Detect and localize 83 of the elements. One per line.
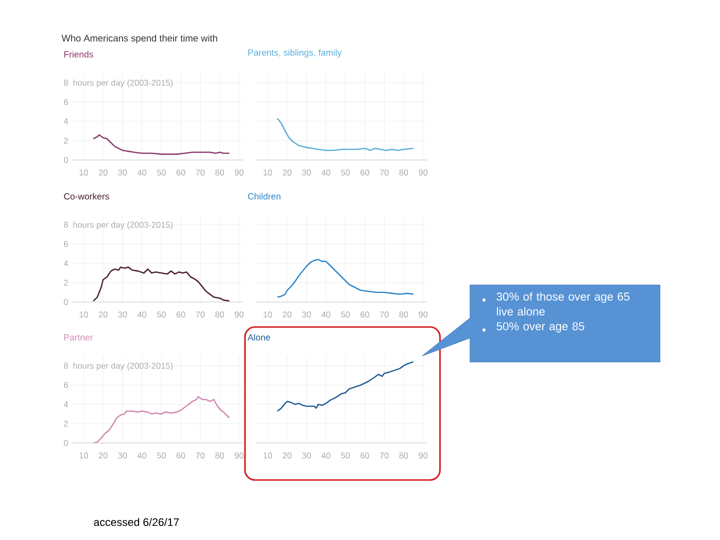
chart-subtitle: Co-workers bbox=[64, 192, 110, 200]
x-tick-label: 50 bbox=[157, 452, 166, 458]
x-tick-label: 50 bbox=[157, 312, 166, 318]
y-tick-label: 0 bbox=[64, 157, 68, 163]
x-tick-label: 80 bbox=[399, 452, 408, 458]
x-tick-label: 20 bbox=[282, 170, 292, 176]
x-tick-label: 90 bbox=[234, 452, 244, 458]
x-tick-label: 10 bbox=[264, 452, 272, 458]
y-tick-label: 6 bbox=[64, 382, 68, 388]
x-tick-label: 80 bbox=[399, 312, 408, 318]
chart-subtitle: Parents, siblings, family bbox=[248, 49, 342, 58]
y-axis-title: hours per day (2003-2015) bbox=[73, 222, 173, 230]
y-tick-label: 2 bbox=[64, 138, 68, 144]
chart-title: Who Americans spend their time with bbox=[62, 34, 218, 44]
x-tick-label: 30 bbox=[302, 452, 311, 458]
x-tick-label: 90 bbox=[234, 312, 244, 318]
x-tick-label: 80 bbox=[215, 170, 224, 176]
line-series bbox=[92, 266, 230, 302]
x-tick-label: 90 bbox=[418, 312, 428, 318]
y-tick-label: 6 bbox=[64, 99, 68, 105]
x-tick-label: 30 bbox=[118, 170, 127, 176]
x-tick-label: 50 bbox=[341, 170, 350, 176]
x-tick-label: 30 bbox=[118, 452, 127, 458]
x-tick-label: 20 bbox=[98, 312, 108, 318]
chart-subtitle: Partner bbox=[64, 334, 93, 341]
x-tick-label: 50 bbox=[341, 452, 350, 458]
x-tick-label: 40 bbox=[137, 312, 146, 318]
text: 30% of those over age 65 live alone bbox=[496, 292, 630, 316]
x-tick-label: 70 bbox=[196, 312, 205, 318]
x-tick-label: 40 bbox=[321, 452, 330, 458]
x-tick-label: 10 bbox=[264, 170, 272, 176]
x-tick-label: 60 bbox=[176, 312, 186, 318]
x-tick-label: 70 bbox=[196, 452, 205, 458]
y-tick-label: 0 bbox=[64, 299, 68, 305]
x-tick-label: 50 bbox=[341, 312, 350, 318]
x-tick-label: 30 bbox=[302, 312, 311, 318]
x-tick-label: 60 bbox=[360, 312, 370, 318]
x-tick-label: 90 bbox=[234, 170, 244, 176]
x-tick-label: 80 bbox=[399, 170, 408, 176]
y-tick-label: 0 bbox=[64, 440, 68, 446]
x-tick-label: 70 bbox=[380, 452, 389, 458]
y-axis-title: hours per day (2003-2015) bbox=[73, 80, 173, 88]
x-tick-label: 40 bbox=[137, 452, 146, 458]
x-tick-label: 40 bbox=[321, 170, 330, 176]
x-tick-label: 70 bbox=[196, 170, 205, 176]
y-tick-label: 2 bbox=[64, 280, 68, 286]
x-tick-label: 90 bbox=[418, 170, 428, 176]
x-tick-label: 70 bbox=[380, 170, 389, 176]
x-tick-label: 20 bbox=[98, 170, 108, 176]
chart-subtitle: Friends bbox=[64, 50, 94, 58]
y-axis-title: hours per day (2003-2015) bbox=[73, 362, 173, 370]
x-tick-label: 40 bbox=[137, 170, 146, 176]
x-tick-label: 70 bbox=[380, 312, 389, 318]
y-tick-label: 4 bbox=[64, 401, 68, 408]
chart-subtitle: Children bbox=[248, 192, 280, 200]
x-tick-label: 10 bbox=[80, 312, 88, 318]
y-tick-label: 6 bbox=[64, 241, 68, 247]
x-tick-label: 60 bbox=[360, 170, 370, 176]
y-tick-label: 4 bbox=[64, 118, 68, 124]
x-tick-label: 20 bbox=[282, 452, 292, 458]
x-tick-label: 60 bbox=[176, 452, 186, 458]
x-tick-label: 80 bbox=[215, 312, 224, 318]
x-tick-label: 20 bbox=[98, 452, 108, 458]
x-tick-label: 20 bbox=[282, 312, 292, 318]
x-tick-label: 60 bbox=[176, 170, 186, 176]
y-tick-label: 8 bbox=[64, 362, 68, 369]
text: accessed 6/26/17 bbox=[94, 518, 179, 526]
x-tick-label: 10 bbox=[80, 452, 88, 458]
y-tick-label: 2 bbox=[64, 420, 68, 427]
y-tick-label: 8 bbox=[64, 222, 68, 228]
y-tick-label: 4 bbox=[64, 260, 68, 266]
x-tick-label: 10 bbox=[80, 170, 88, 176]
x-tick-label: 40 bbox=[321, 312, 330, 318]
x-tick-label: 30 bbox=[302, 170, 311, 176]
x-tick-label: 10 bbox=[264, 312, 272, 318]
x-tick-label: 50 bbox=[157, 170, 166, 176]
y-tick-label: 8 bbox=[64, 80, 68, 86]
chart-subtitle: Alone bbox=[248, 334, 270, 341]
x-tick-label: 60 bbox=[360, 452, 370, 458]
text: 50% over age 85 bbox=[496, 322, 584, 333]
x-tick-label: 30 bbox=[118, 312, 127, 318]
x-tick-label: 80 bbox=[215, 452, 224, 458]
x-tick-label: 90 bbox=[418, 452, 428, 458]
